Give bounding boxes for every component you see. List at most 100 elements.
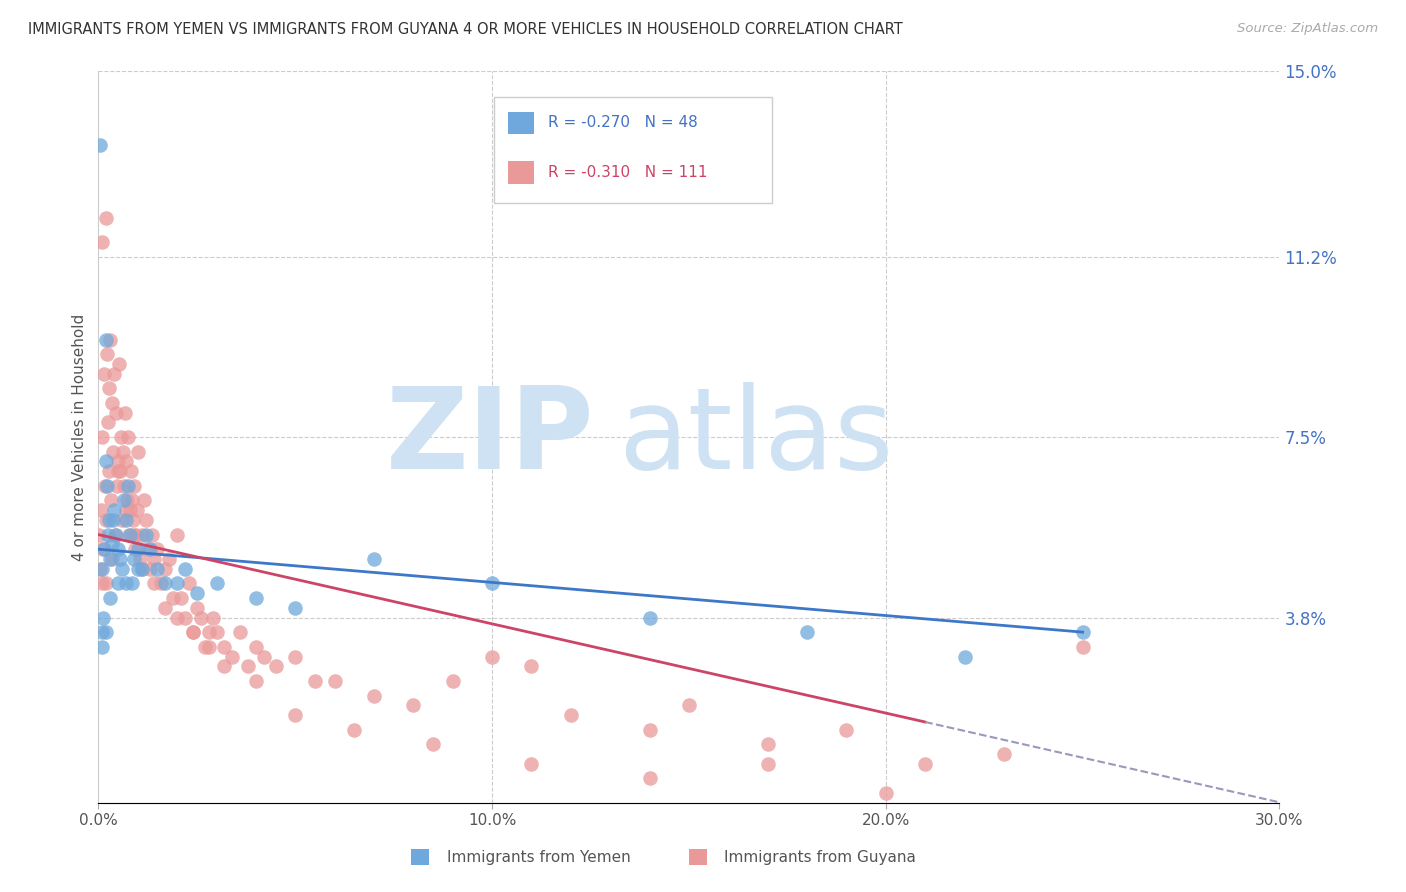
Point xyxy=(127,542,149,557)
Point xyxy=(112,479,135,493)
Point xyxy=(98,513,121,527)
Point xyxy=(1071,640,1094,654)
Point xyxy=(89,137,111,152)
Point xyxy=(110,430,132,444)
Point xyxy=(96,479,118,493)
Point xyxy=(96,347,118,361)
Point xyxy=(186,586,208,600)
Point xyxy=(214,640,236,654)
Point xyxy=(796,625,818,640)
Point xyxy=(441,673,464,688)
Point xyxy=(166,610,188,624)
Point xyxy=(756,737,779,751)
Point xyxy=(181,625,204,640)
Point xyxy=(91,640,114,654)
Point xyxy=(101,552,124,566)
Point xyxy=(91,235,114,249)
Point xyxy=(221,649,243,664)
Point xyxy=(107,464,129,478)
Point xyxy=(96,513,118,527)
Point xyxy=(104,527,127,541)
Point xyxy=(402,698,425,713)
Point xyxy=(638,723,661,737)
Point xyxy=(520,756,543,771)
Point xyxy=(98,464,121,478)
Point xyxy=(197,625,219,640)
Point xyxy=(117,479,139,493)
Point xyxy=(122,527,145,541)
Point xyxy=(146,562,169,576)
Point xyxy=(155,562,177,576)
Point xyxy=(142,552,165,566)
Point xyxy=(103,444,125,458)
Point xyxy=(121,576,143,591)
Point xyxy=(101,396,124,410)
Point xyxy=(96,454,118,468)
Point xyxy=(107,542,129,557)
Point xyxy=(94,576,117,591)
Point xyxy=(560,708,582,723)
Bar xyxy=(689,849,707,865)
Point xyxy=(146,542,169,557)
Point xyxy=(93,542,115,557)
Point xyxy=(114,406,136,420)
Point xyxy=(90,503,112,517)
Point xyxy=(103,367,125,381)
Point xyxy=(118,527,141,541)
Point xyxy=(115,503,138,517)
Point xyxy=(91,542,114,557)
Point xyxy=(363,689,385,703)
Point xyxy=(117,430,139,444)
Point xyxy=(323,673,346,688)
Point xyxy=(181,625,204,640)
Point xyxy=(101,537,124,551)
Point xyxy=(103,513,125,527)
Text: ZIP: ZIP xyxy=(387,382,595,492)
Point xyxy=(96,625,118,640)
Text: Immigrants from Guyana: Immigrants from Guyana xyxy=(724,850,917,865)
Point xyxy=(89,527,111,541)
Point xyxy=(135,513,157,527)
Point xyxy=(105,406,128,420)
Point xyxy=(122,513,145,527)
Point xyxy=(304,673,326,688)
Point xyxy=(993,747,1015,761)
Point xyxy=(93,479,115,493)
Point xyxy=(94,333,117,347)
Point xyxy=(125,527,148,541)
Point xyxy=(128,552,150,566)
Point xyxy=(127,562,149,576)
Point xyxy=(115,576,138,591)
Point xyxy=(103,503,125,517)
Point xyxy=(118,503,141,517)
Point xyxy=(111,562,134,576)
Point xyxy=(138,542,160,557)
Point xyxy=(166,527,188,541)
Point xyxy=(127,444,149,458)
Point xyxy=(194,640,217,654)
Bar xyxy=(412,849,429,865)
Point xyxy=(177,576,200,591)
Point xyxy=(197,640,219,654)
Point xyxy=(90,430,112,444)
Point xyxy=(122,479,145,493)
Point xyxy=(131,527,153,541)
Point xyxy=(136,542,159,557)
Point xyxy=(150,576,173,591)
Point xyxy=(91,576,114,591)
Text: Immigrants from Yemen: Immigrants from Yemen xyxy=(447,850,630,865)
Point xyxy=(162,591,184,605)
Point xyxy=(481,576,503,591)
Point xyxy=(253,649,276,664)
Point xyxy=(264,659,287,673)
Point xyxy=(284,708,307,723)
Point xyxy=(166,576,188,591)
Point xyxy=(108,552,131,566)
Text: R = -0.270   N = 48: R = -0.270 N = 48 xyxy=(548,115,699,130)
Point xyxy=(205,576,228,591)
Point xyxy=(875,786,897,800)
Point xyxy=(422,737,444,751)
Point xyxy=(135,527,157,541)
Point xyxy=(97,527,120,541)
Point xyxy=(201,610,224,624)
